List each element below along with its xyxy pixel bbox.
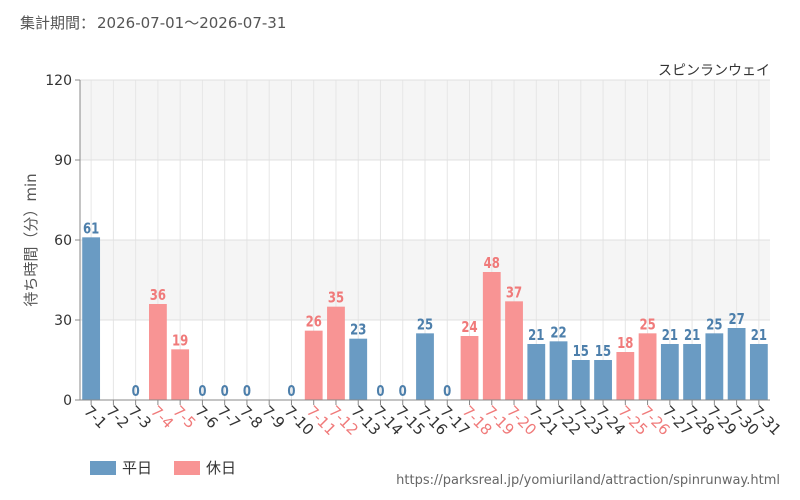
bar-7-11: [304, 330, 323, 400]
bar-7-1: [82, 237, 101, 400]
bar-7-13: [349, 338, 368, 400]
data-label-7-25: 18: [617, 336, 633, 353]
y-tick-label: 90: [54, 153, 72, 169]
data-label-7-7: 0: [221, 384, 229, 401]
data-label-7-21: 21: [528, 328, 544, 345]
bar-7-21: [527, 344, 546, 400]
data-label-7-8: 0: [243, 384, 251, 401]
data-label-7-3: 0: [132, 384, 140, 401]
data-label-7-23: 15: [573, 344, 589, 361]
legend-label-weekday: 平日: [122, 459, 153, 477]
bar-7-16: [416, 333, 434, 400]
bar-7-23: [571, 360, 590, 400]
data-label-7-22: 22: [550, 325, 566, 342]
bar-7-29: [705, 333, 724, 400]
legend-swatch-weekday: [90, 460, 116, 475]
data-label-7-13: 23: [350, 322, 366, 339]
data-label-7-19: 48: [484, 256, 500, 273]
y-tick-labels: 0 30 60 90 120: [45, 73, 72, 409]
bar-7-19: [482, 272, 501, 400]
bar-7-22: [549, 341, 568, 400]
data-label-7-14: 0: [376, 384, 384, 401]
y-tick-label: 60: [54, 233, 72, 249]
data-label-7-18: 24: [461, 320, 477, 337]
data-label-7-20: 37: [506, 285, 522, 302]
bar-7-12: [327, 306, 345, 400]
data-label-7-31: 21: [751, 328, 767, 345]
legend-swatch-holiday: [174, 460, 201, 475]
bar-7-18: [460, 336, 479, 400]
legend-item-holiday: 休日: [174, 457, 236, 478]
period-prefix: 集計期間：: [20, 14, 96, 32]
y-axis-label: 待ち時間（分）min: [22, 173, 40, 306]
bar-7-5: [171, 349, 190, 400]
bar-7-31: [749, 344, 768, 400]
y-tick-label: 0: [63, 393, 72, 409]
legend-item-weekday: 平日: [90, 457, 152, 478]
data-label-7-6: 0: [198, 384, 206, 401]
axes-group: [75, 79, 770, 405]
period-range: 2026-07-01～2026-07-31: [97, 14, 287, 32]
data-label-7-4: 36: [150, 288, 166, 305]
x-tick-labels: 7-17-27-37-47-57-67-77-87-97-107-117-127…: [80, 402, 785, 439]
data-label-7-30: 27: [728, 312, 744, 329]
legend-label-holiday: 休日: [206, 459, 237, 477]
data-label-7-11: 26: [306, 314, 322, 331]
data-label-7-27: 21: [662, 328, 678, 345]
data-label-7-16: 25: [417, 317, 433, 334]
data-label-7-1: 61: [83, 221, 99, 238]
bar-7-26: [638, 333, 657, 400]
data-label-7-28: 21: [684, 328, 700, 345]
chart-subtitle: スピンランウェイ: [658, 63, 770, 79]
bars-group: [82, 237, 768, 400]
y-tick-label: 120: [45, 73, 72, 89]
legend: 平日 休日: [90, 457, 258, 478]
data-label-7-26: 25: [639, 317, 655, 334]
data-label-7-24: 15: [595, 344, 611, 361]
bar-7-30: [727, 328, 746, 400]
bar-7-27: [660, 344, 679, 400]
bar-7-4: [149, 304, 167, 400]
data-label-7-29: 25: [706, 317, 722, 334]
data-label-7-10: 0: [287, 384, 295, 401]
bar-7-20: [505, 301, 523, 400]
data-label-7-5: 19: [172, 333, 188, 350]
bar-7-28: [683, 344, 701, 400]
bar-7-25: [616, 352, 635, 400]
y-tick-label: 30: [54, 313, 72, 329]
source-link[interactable]: https://parksreal.jp/yomiuriland/attract…: [396, 473, 780, 488]
data-label-7-12: 35: [328, 290, 344, 307]
data-label-7-17: 0: [443, 384, 451, 401]
data-label-7-15: 0: [399, 384, 407, 401]
period-label: 集計期間： 2026-07-01～2026-07-31: [20, 12, 288, 33]
bar-7-24: [594, 360, 612, 400]
